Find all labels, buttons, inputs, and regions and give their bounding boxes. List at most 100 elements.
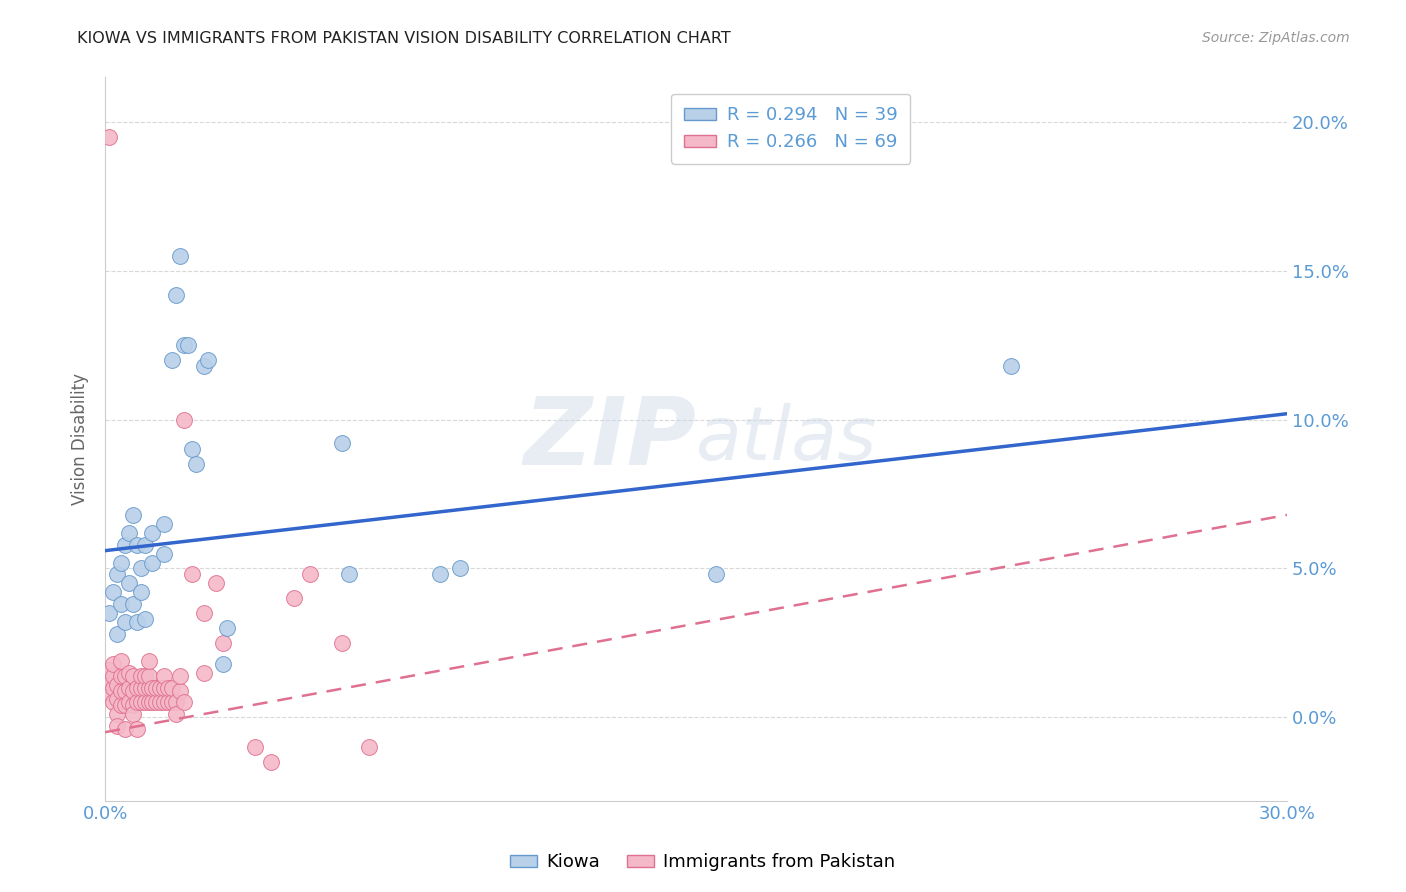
Point (173, 412, 195, 426)
Point (129, 585, 152, 599)
Point (141, 525, 163, 540)
Point (114, 683, 136, 698)
Point (169, 249, 191, 263)
Y-axis label: Vision Disability: Vision Disability (72, 373, 89, 505)
Point (134, 695, 156, 709)
Point (118, 525, 141, 540)
Point (125, 681, 148, 695)
Point (157, 695, 180, 709)
Point (114, 668, 136, 682)
Point (101, 695, 124, 709)
Point (184, 458, 207, 472)
Point (138, 668, 160, 682)
Point (121, 597, 143, 611)
Point (98, 606, 121, 620)
Point (299, 567, 322, 582)
Point (110, 556, 132, 570)
Point (165, 695, 187, 709)
Point (105, 719, 128, 733)
Point (153, 681, 176, 695)
Point (98, 130, 121, 145)
Point (121, 668, 143, 682)
Point (138, 654, 160, 668)
Point (118, 681, 141, 695)
Point (177, 338, 200, 352)
Text: Source: ZipAtlas.com: Source: ZipAtlas.com (1202, 31, 1350, 45)
Point (141, 695, 163, 709)
Point (243, 740, 266, 755)
Legend: Kiowa, Immigrants from Pakistan: Kiowa, Immigrants from Pakistan (503, 847, 903, 879)
Point (149, 695, 172, 709)
Point (149, 681, 172, 695)
Point (169, 683, 191, 698)
Point (125, 695, 148, 709)
Point (114, 538, 136, 552)
Point (359, 740, 381, 755)
Point (138, 695, 160, 709)
Point (110, 683, 132, 698)
Point (145, 695, 167, 709)
Point (260, 755, 283, 769)
Point (429, 567, 451, 582)
Point (449, 561, 471, 575)
Legend: R = 0.294   N = 39, R = 0.266   N = 69: R = 0.294 N = 39, R = 0.266 N = 69 (671, 94, 910, 164)
Point (118, 695, 141, 709)
Point (134, 538, 156, 552)
Point (114, 615, 136, 629)
Point (197, 353, 219, 368)
Point (125, 615, 148, 629)
Point (212, 636, 235, 650)
Point (193, 665, 215, 680)
Point (704, 567, 727, 582)
Point (118, 576, 141, 591)
Point (1000, 359, 1022, 373)
Point (141, 681, 163, 695)
Point (180, 567, 202, 582)
Point (125, 722, 148, 736)
Point (121, 707, 143, 722)
Point (105, 677, 128, 691)
Point (129, 668, 152, 682)
Point (204, 576, 226, 591)
Point (129, 681, 152, 695)
Point (180, 442, 202, 457)
Point (138, 681, 160, 695)
Point (101, 681, 124, 695)
Point (98, 686, 121, 700)
Point (125, 538, 148, 552)
Point (101, 585, 124, 599)
Point (173, 695, 195, 709)
Point (153, 695, 176, 709)
Point (134, 612, 156, 626)
Point (98, 663, 121, 677)
Point (153, 668, 176, 682)
Point (330, 636, 353, 650)
Point (105, 692, 128, 706)
Point (165, 707, 187, 722)
Point (129, 561, 152, 575)
Point (283, 591, 305, 606)
Point (121, 683, 143, 698)
Point (129, 695, 152, 709)
Point (114, 722, 136, 736)
Point (160, 695, 183, 709)
Text: atlas: atlas (696, 403, 877, 475)
Point (157, 681, 180, 695)
Point (110, 654, 132, 668)
Point (101, 668, 124, 682)
Point (110, 698, 132, 713)
Point (134, 668, 156, 682)
Point (153, 547, 176, 561)
Point (217, 621, 239, 635)
Text: KIOWA VS IMMIGRANTS FROM PAKISTAN VISION DISABILITY CORRELATION CHART: KIOWA VS IMMIGRANTS FROM PAKISTAN VISION… (77, 31, 731, 46)
Point (212, 657, 235, 671)
Point (114, 698, 136, 713)
Point (105, 707, 128, 722)
Point (101, 657, 124, 671)
Point (98, 674, 121, 689)
Point (134, 681, 156, 695)
Point (160, 681, 183, 695)
Point (330, 436, 353, 450)
Point (173, 338, 195, 352)
Point (141, 556, 163, 570)
